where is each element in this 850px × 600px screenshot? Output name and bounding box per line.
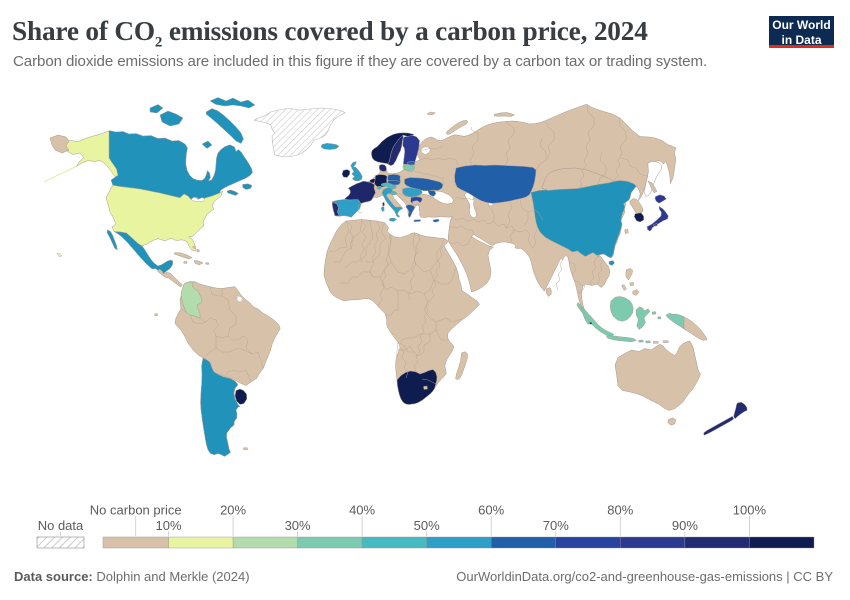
svg-text:No data: No data — [38, 518, 84, 533]
svg-text:No carbon price: No carbon price — [90, 503, 182, 518]
svg-text:60%: 60% — [478, 503, 504, 518]
svg-text:40%: 40% — [349, 503, 375, 518]
svg-text:100%: 100% — [733, 503, 767, 518]
svg-text:10%: 10% — [155, 518, 181, 533]
svg-text:90%: 90% — [672, 518, 698, 533]
svg-text:80%: 80% — [607, 503, 633, 518]
svg-text:20%: 20% — [220, 503, 246, 518]
svg-text:70%: 70% — [543, 518, 569, 533]
svg-text:30%: 30% — [285, 518, 311, 533]
svg-text:50%: 50% — [414, 518, 440, 533]
